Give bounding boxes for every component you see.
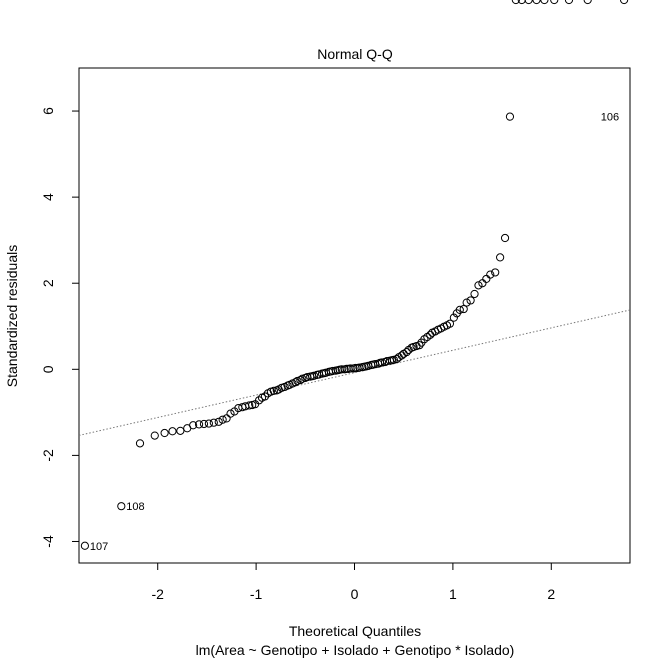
- data-point: [209, 418, 218, 427]
- x-tick-label: -1: [250, 586, 263, 602]
- data-point: [204, 419, 213, 428]
- data-point: [80, 541, 90, 550]
- y-tick-label: -4: [40, 535, 56, 548]
- data-point: [619, 0, 629, 5]
- data-point: [189, 421, 198, 430]
- x-axis: -2 -1 0 1 2: [151, 563, 555, 602]
- data-point: [260, 392, 270, 401]
- plot-frame: [78, 67, 631, 564]
- data-point: [517, 0, 526, 5]
- data-point: [415, 341, 424, 350]
- data-point: [150, 431, 159, 440]
- x-axis-label: Theoretical Quantiles: [289, 623, 421, 639]
- data-point: [222, 414, 231, 423]
- y-tick-label: -2: [40, 449, 56, 462]
- data-point: [455, 305, 464, 315]
- data-point: [466, 296, 475, 305]
- data-point: [449, 313, 458, 322]
- data-point: [500, 233, 510, 243]
- data-point: [245, 401, 254, 410]
- data-point: [117, 502, 126, 511]
- data-point: [445, 319, 455, 328]
- data-point: [291, 378, 300, 387]
- data-point: [218, 415, 227, 424]
- point-label: 106: [601, 112, 619, 124]
- x-tick-label: -2: [151, 586, 164, 602]
- data-point: [194, 420, 204, 429]
- data-point: [168, 427, 177, 436]
- data-point: [583, 0, 592, 5]
- data-point: [462, 298, 471, 307]
- data-point: [511, 0, 520, 5]
- y-axis-label: Standardized residuals: [4, 245, 20, 387]
- data-point: [199, 419, 209, 429]
- point-label: 107: [90, 541, 108, 553]
- data-point: [296, 375, 305, 385]
- data-point: [459, 304, 468, 314]
- chart-subtitle: lm(Area ~ Genotipo + Isolado + Genotipo …: [196, 642, 515, 658]
- data-point: [564, 0, 574, 5]
- qq-reference-line: [78, 309, 631, 436]
- y-tick-label: 0: [40, 365, 56, 373]
- data-point: [524, 0, 533, 5]
- data-point: [254, 396, 264, 405]
- data-point: [269, 386, 278, 395]
- data-point: [540, 0, 549, 5]
- x-tick-label: 1: [449, 586, 457, 602]
- reference-line-layer: [78, 309, 631, 436]
- data-point: [135, 439, 145, 448]
- data-point: [474, 281, 483, 290]
- data-point: [550, 0, 559, 5]
- chart-title: Normal Q-Q: [317, 46, 393, 62]
- data-point: [160, 428, 169, 438]
- data-point: [226, 409, 235, 418]
- x-tick-label: 0: [351, 586, 359, 602]
- data-point: [505, 112, 515, 121]
- data-point: [496, 253, 505, 262]
- y-tick-label: 4: [40, 193, 56, 201]
- data-point: [402, 347, 411, 357]
- point-label: 108: [126, 501, 144, 513]
- data-point: [486, 270, 495, 279]
- data-point: [491, 268, 500, 277]
- y-tick-label: 2: [40, 279, 56, 287]
- data-point: [214, 417, 223, 426]
- data-point: [176, 426, 185, 435]
- points-layer: [80, 0, 629, 550]
- data-point: [482, 274, 491, 284]
- y-axis: -4 -2 0 2 4 6: [40, 107, 79, 548]
- y-tick-label: 6: [40, 107, 56, 115]
- data-point: [470, 289, 479, 299]
- x-tick-label: 2: [547, 586, 555, 602]
- data-point: [532, 0, 541, 5]
- data-point: [377, 358, 387, 367]
- point-labels-layer: 106 108 107: [90, 112, 619, 553]
